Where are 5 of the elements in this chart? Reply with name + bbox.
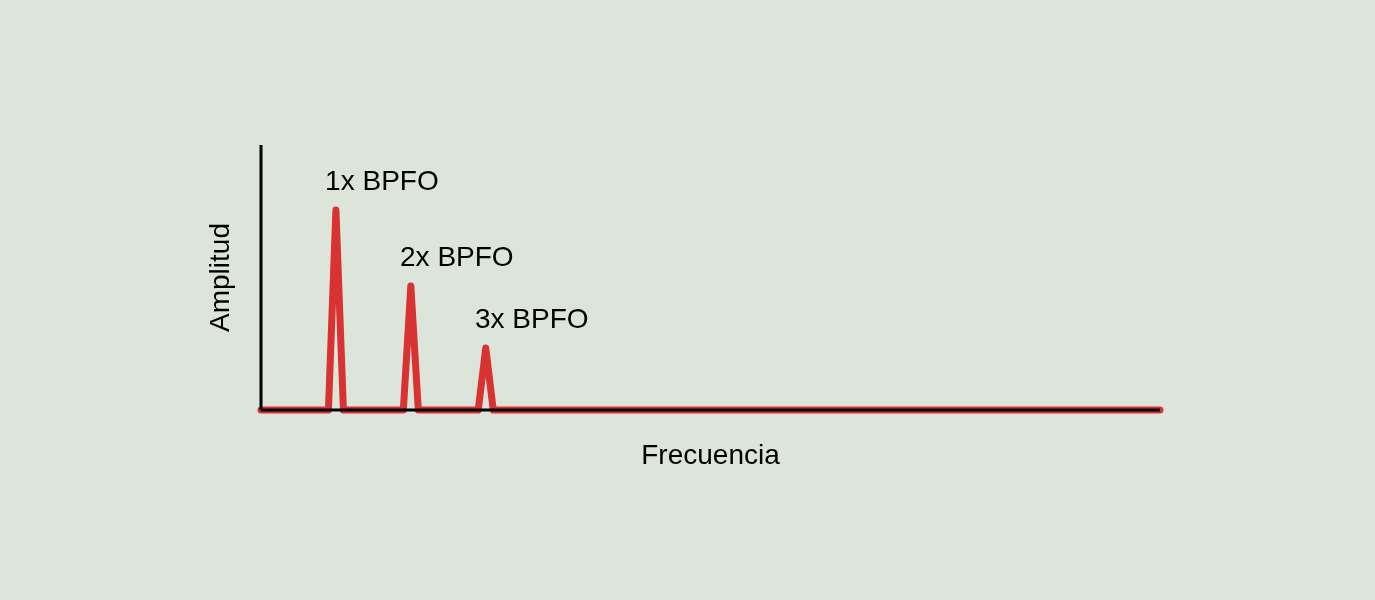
text: 1x BPFO — [325, 165, 439, 196]
y-axis-title: Amplitud — [204, 223, 235, 332]
x-axis-title: Frecuencia — [641, 439, 781, 470]
annotation: 3x BPFO — [474, 303, 589, 334]
annotation: 2x BPFO — [400, 241, 514, 272]
